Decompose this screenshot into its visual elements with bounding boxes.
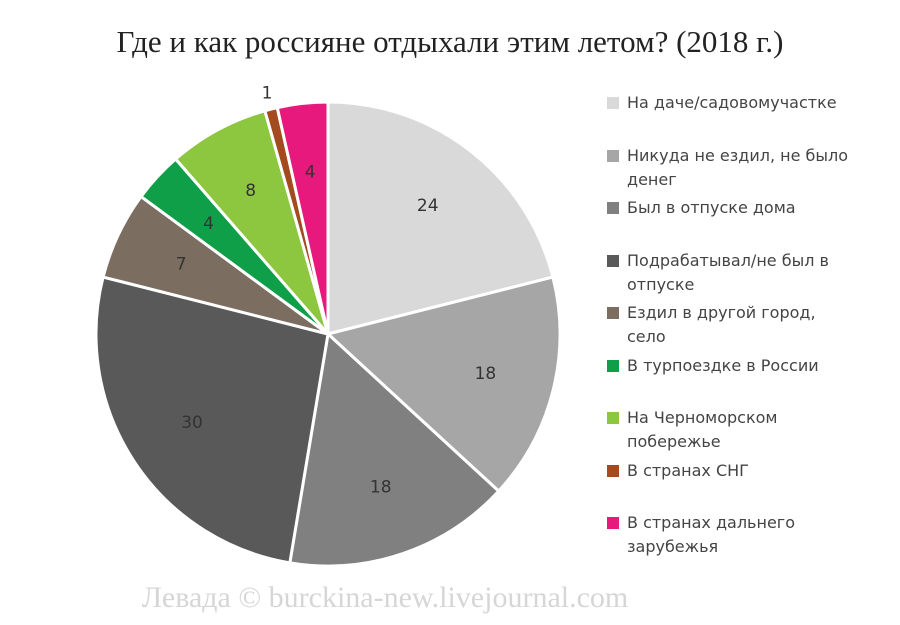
legend-item: Был в отпуске дома: [607, 196, 857, 220]
legend-label: На Черноморском побережье: [627, 408, 778, 451]
legend-item: В странах дальнего зарубежья: [607, 511, 857, 559]
data-label: 8: [245, 181, 256, 201]
legend-label: На даче/садовомучастке: [627, 93, 837, 112]
legend-swatch: [607, 517, 619, 529]
data-label: 24: [417, 196, 439, 216]
legend-swatch: [607, 359, 619, 372]
legend-item: Ездил в другой город, село: [607, 301, 857, 349]
legend-item: В странах СНГ: [607, 459, 857, 483]
legend-swatch: [607, 254, 619, 267]
data-label: 18: [370, 478, 392, 498]
legend-item: В турпоездке в России: [607, 354, 857, 378]
pie-slice: [94, 275, 330, 565]
legend-swatch: [607, 464, 619, 477]
legend-item: Подрабатывал/не был в отпуске: [607, 249, 857, 297]
data-label: 18: [475, 364, 497, 384]
pie-slice: [275, 100, 330, 335]
legend-item: На Черноморском побережье: [607, 406, 857, 454]
legend-label: В странах дальнего зарубежья: [627, 513, 795, 556]
legend-swatch: [607, 149, 619, 162]
data-label: 7: [176, 255, 187, 275]
data-label: 4: [203, 214, 214, 234]
legend-swatch: [607, 97, 619, 109]
legend-label: Ездил в другой город, село: [627, 303, 816, 346]
pie-slice: [288, 331, 501, 568]
data-label: 30: [181, 413, 203, 433]
legend-label: Был в отпуске дома: [627, 198, 796, 217]
legend-item: Никуда не ездил, не было денег: [607, 144, 857, 192]
legend-label: Подрабатывал/не был в отпуске: [627, 250, 829, 294]
pie-slice: [326, 100, 555, 336]
watermark: Левада © burckina-new.livejournal.com: [142, 581, 629, 614]
legend-swatch: [607, 412, 619, 424]
data-label: 4: [305, 163, 316, 183]
data-label: 1: [262, 83, 273, 103]
legend-label: В турпоездке в России: [627, 355, 819, 375]
legend-swatch: [607, 307, 619, 319]
legend-label: В странах СНГ: [627, 460, 749, 480]
legend-item: На даче/садовомучастке: [607, 91, 857, 115]
legend-label: Никуда не ездил, не было денег: [627, 145, 849, 189]
pie-slice: [324, 275, 562, 494]
legend-swatch: [607, 202, 619, 214]
chart-title: Где и как россияне отдыхали этим летом? …: [117, 24, 784, 59]
pie-slice: [173, 108, 330, 335]
